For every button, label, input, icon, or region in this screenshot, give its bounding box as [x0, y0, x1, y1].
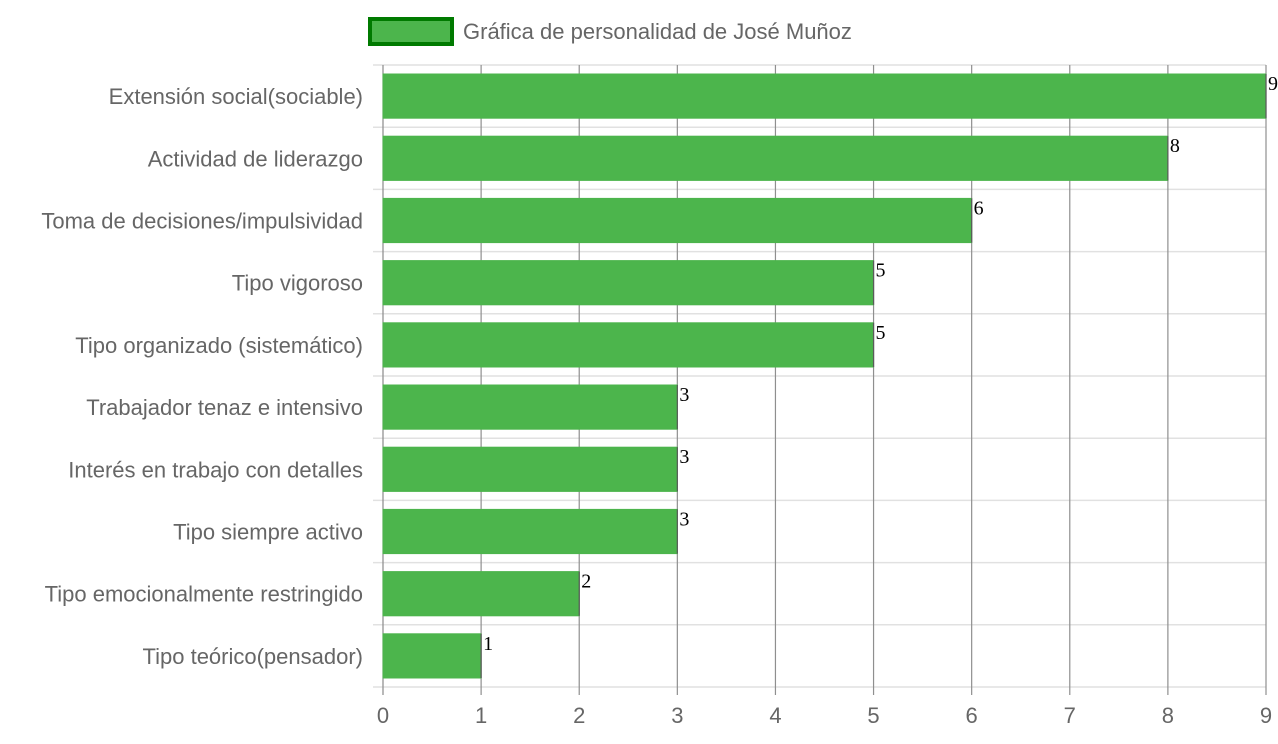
x-tick-label: 6 — [966, 703, 978, 728]
category-label: Interés en trabajo con detalles — [68, 457, 363, 482]
category-labels: Extensión social(sociable) Actividad de l… — [41, 84, 363, 669]
category-label: Tipo emocionalmente restringido — [45, 582, 363, 607]
category-label: Toma de decisiones/impulsividad — [41, 209, 363, 234]
bar[interactable] — [382, 384, 678, 430]
data-label: 5 — [876, 322, 886, 344]
bar[interactable] — [382, 135, 1169, 181]
data-label: 9 — [1268, 73, 1278, 95]
data-label: 2 — [581, 571, 591, 593]
category-label: Tipo siempre activo — [173, 520, 363, 545]
category-label: Actividad de liderazgo — [148, 146, 363, 171]
x-axis-ticks: 0 1 2 3 4 5 6 7 8 9 — [377, 703, 1272, 728]
bar[interactable] — [382, 197, 973, 244]
x-tick-label: 0 — [377, 703, 389, 728]
bar[interactable] — [382, 260, 875, 306]
bar[interactable] — [382, 73, 1267, 119]
x-tick-label: 8 — [1162, 703, 1174, 728]
data-label: 3 — [679, 508, 689, 530]
category-label: Tipo organizado (sistemático) — [75, 333, 363, 358]
bar[interactable] — [382, 508, 678, 555]
category-label: Tipo vigoroso — [232, 271, 363, 296]
category-label: Extensión social(sociable) — [109, 84, 363, 109]
data-label: 1 — [483, 633, 493, 655]
data-label: 5 — [876, 260, 886, 282]
data-label: 8 — [1170, 135, 1180, 157]
x-tick-label: 5 — [867, 703, 879, 728]
data-label: 3 — [679, 384, 689, 406]
x-tick-label: 3 — [671, 703, 683, 728]
category-label: Tipo teórico(pensador) — [142, 644, 363, 669]
data-label: 3 — [679, 446, 689, 468]
data-label: 6 — [974, 197, 984, 219]
x-tick-label: 7 — [1064, 703, 1076, 728]
x-tick-label: 9 — [1260, 703, 1272, 728]
bar[interactable] — [382, 571, 580, 617]
bar[interactable] — [382, 322, 875, 368]
bars — [382, 73, 1267, 679]
bar[interactable] — [382, 633, 482, 679]
x-tick-label: 4 — [769, 703, 781, 728]
legend[interactable]: Gráfica de personalidad de José Muñoz — [368, 17, 852, 46]
legend-label: Gráfica de personalidad de José Muñoz — [463, 19, 852, 44]
legend-swatch — [368, 17, 454, 46]
data-labels: 9 8 6 5 5 3 3 3 2 1 — [483, 73, 1278, 655]
x-tick-label: 1 — [475, 703, 487, 728]
category-label: Trabajador tenaz e intensivo — [86, 395, 363, 420]
bar[interactable] — [382, 446, 678, 492]
x-tick-label: 2 — [573, 703, 585, 728]
